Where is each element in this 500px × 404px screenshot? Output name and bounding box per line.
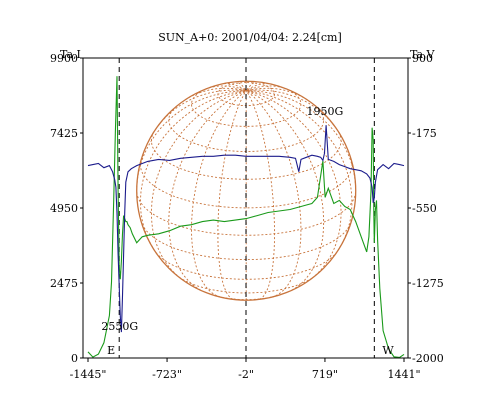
solar-limb [136, 80, 357, 301]
longitude-line [246, 89, 335, 126]
longitude-line [246, 87, 308, 101]
right-tick-label: -550 [412, 202, 437, 215]
longitude-line [246, 90, 353, 251]
annotations: E W 1950G 2550G [101, 105, 394, 357]
dashed-guide-lines [118, 58, 375, 358]
right-tick-label: 900 [412, 52, 433, 65]
right-tick-label: -175 [412, 127, 437, 140]
stokes-v-line [87, 125, 405, 333]
stokes-i-line [87, 76, 405, 358]
left-tick-label: 7425 [50, 127, 78, 140]
longitude-line [245, 83, 269, 92]
longitude-line [234, 81, 247, 91]
limb-label-west: W [382, 344, 394, 357]
x-tick-label: 1441" [387, 368, 420, 381]
longitude-line [185, 87, 247, 101]
chart-title: SUN_A+0: 2001/04/04: 2.24[cm] [158, 31, 342, 44]
series-lines [87, 76, 405, 358]
longitude-line [205, 85, 247, 92]
left-tick-label: 2475 [50, 277, 78, 290]
longitude-line [168, 90, 247, 291]
x-tick-label: -2" [238, 368, 254, 381]
left-axis-label: Ta,I [60, 48, 81, 61]
longitude-line [245, 90, 275, 300]
left-tick-label: 4950 [50, 202, 78, 215]
longitude-line [136, 90, 247, 188]
longitude-line [245, 81, 258, 91]
longitude-line [223, 83, 247, 92]
longitude-line [246, 90, 342, 279]
limb-label-east: E [107, 344, 115, 357]
annotation-label: 1950G [307, 105, 344, 118]
right-tick-label: -2000 [412, 352, 444, 365]
longitude-line [217, 90, 247, 300]
x-tick-label: 719" [312, 368, 338, 381]
axis-ticks: -1445" -723" -2" 719" 1441" 0 2475 4950 7425 9900… [50, 52, 444, 381]
longitude-line [151, 90, 247, 279]
right-axis-label: Ta,V [410, 48, 436, 61]
longitude-line [191, 90, 247, 298]
longitude-line [246, 85, 288, 92]
right-tick-label: -1275 [412, 277, 444, 290]
x-tick-label: -723" [152, 368, 182, 381]
longitude-line [140, 90, 247, 251]
x-tick-label: -1445" [70, 368, 107, 381]
longitude-line [158, 89, 247, 126]
longitude-line [246, 90, 357, 188]
annotation-label: 2550G [101, 320, 138, 333]
left-tick-label: 0 [71, 352, 78, 365]
latitude-line [141, 223, 351, 261]
latitude-line [151, 131, 342, 180]
longitude-line [246, 90, 325, 291]
longitude-line [245, 90, 302, 298]
left-tick-label: 9900 [50, 52, 78, 65]
